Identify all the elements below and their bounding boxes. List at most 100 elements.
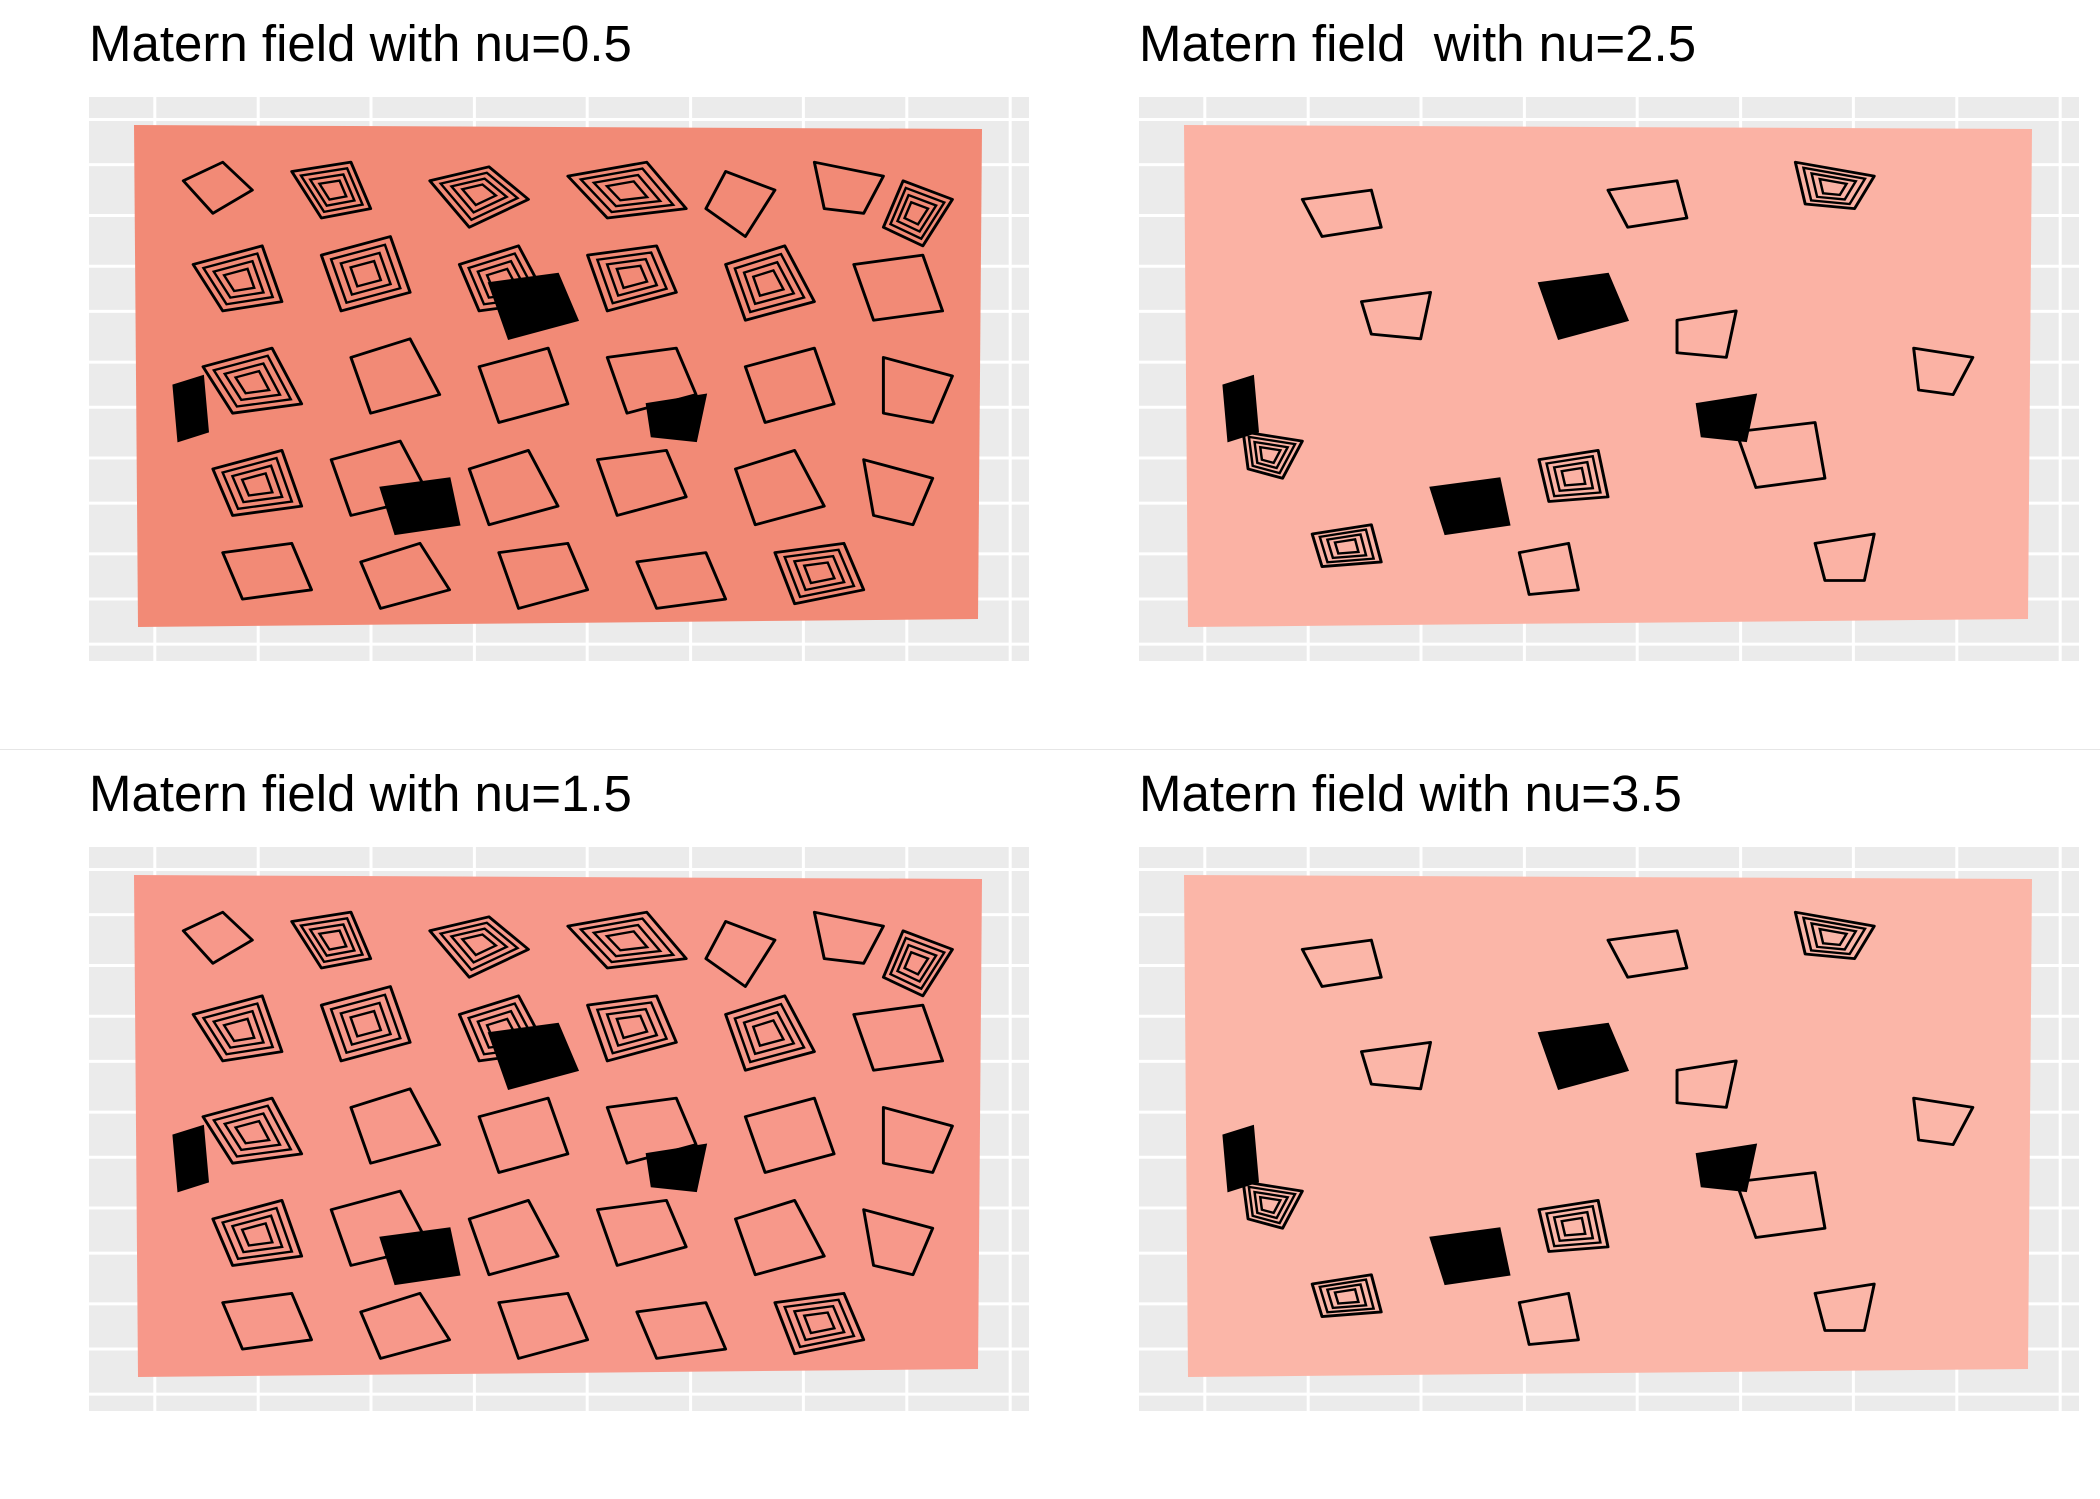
contour-line <box>1318 528 1376 564</box>
contour-line <box>604 930 650 952</box>
matern-field-plot <box>89 847 1029 1411</box>
contour-line <box>881 929 954 998</box>
contour-line <box>1606 179 1689 229</box>
contour-line <box>201 346 304 415</box>
field-surface <box>1184 125 2032 627</box>
matern-field-plot <box>1139 97 2079 661</box>
contour-line <box>349 1009 383 1038</box>
contour-line <box>724 244 816 322</box>
contour-line <box>339 251 393 296</box>
contour-line <box>359 1291 452 1360</box>
contour-line <box>233 1119 271 1145</box>
contour-line <box>1675 1059 1738 1109</box>
matern-panel-nu-2-5: Matern field with nu=2.5 <box>1050 0 2100 749</box>
contour-line <box>1517 541 1580 596</box>
panel-title: Matern field with nu=0.5 <box>89 15 632 72</box>
contour-line <box>605 346 698 415</box>
contour-line <box>605 257 659 298</box>
contour-line <box>438 171 520 222</box>
panel-title: Matern field with nu=2.5 <box>1139 15 1697 72</box>
dense-contour-cluster <box>645 393 708 443</box>
contour-line <box>220 456 294 511</box>
contour-line <box>1810 171 1858 201</box>
contour-line <box>881 1106 954 1174</box>
contour-line <box>1253 1190 1290 1220</box>
contour-line <box>222 1112 282 1152</box>
contour-line <box>902 200 930 226</box>
dense-contour-cluster <box>1537 272 1630 340</box>
contour-line <box>595 251 669 305</box>
dense-contour-cluster <box>379 477 461 536</box>
contour-line <box>240 471 274 497</box>
contour-line <box>428 165 530 229</box>
contour-line <box>497 1291 590 1360</box>
contour-line <box>1537 448 1610 503</box>
contour-line <box>604 180 650 202</box>
contour-line <box>802 561 837 585</box>
contour-line <box>1545 1204 1602 1248</box>
contour-line <box>428 915 530 979</box>
contour-line <box>802 1311 837 1335</box>
contour-line <box>605 1007 659 1048</box>
dense-contour-cluster <box>645 1143 708 1193</box>
contour-line <box>635 1301 728 1360</box>
contour-line <box>191 244 284 313</box>
panel-title: Matern field with nu=3.5 <box>1139 765 1682 822</box>
contour-line <box>1912 346 1975 396</box>
contour-line <box>221 1291 313 1351</box>
contour-line <box>211 259 266 299</box>
contour-line <box>751 268 786 298</box>
contour-line <box>1793 160 1876 211</box>
contour-line <box>438 921 520 972</box>
contour-line <box>460 933 499 957</box>
contour-line <box>1734 421 1827 489</box>
contour-line <box>1560 1216 1587 1237</box>
contour-line <box>1552 460 1595 493</box>
contour-line <box>1258 1195 1283 1215</box>
contour-line <box>751 1018 786 1048</box>
contour-line <box>1818 177 1849 197</box>
contour-line <box>615 1014 649 1040</box>
contour-line <box>222 362 282 402</box>
dense-contour-cluster <box>379 1227 461 1286</box>
dense-contour-cluster <box>1695 1143 1758 1193</box>
contour-line <box>595 1001 669 1055</box>
contour-line <box>1360 290 1432 341</box>
contour-line <box>1333 1287 1360 1305</box>
contour-line <box>1560 466 1587 487</box>
contour-line <box>211 1009 266 1049</box>
contour-line <box>329 993 402 1055</box>
contour-line <box>477 346 570 424</box>
contour-line <box>221 541 313 601</box>
contour-line <box>339 1001 393 1046</box>
contour-line <box>1247 1185 1297 1225</box>
contour-line <box>298 917 365 964</box>
contour-line <box>211 1198 304 1267</box>
contour-line <box>1241 1180 1304 1230</box>
contour-line <box>852 253 945 322</box>
contour-line <box>1517 1291 1580 1346</box>
dense-contour-cluster <box>487 1022 580 1090</box>
matern-field-plot <box>1139 847 2079 1411</box>
contour-line <box>230 464 284 504</box>
contour-line <box>888 936 947 991</box>
contour-line <box>1813 532 1876 582</box>
contour-line <box>1912 1096 1975 1146</box>
contour-lines <box>1222 910 1975 1346</box>
contour-line <box>862 1208 935 1277</box>
contour-line <box>1801 916 1867 956</box>
contour-line <box>704 170 777 238</box>
contour-line <box>1675 309 1738 359</box>
contour-line <box>773 1291 866 1356</box>
contour-line <box>319 235 412 313</box>
contour-line <box>1606 929 1689 979</box>
contour-line <box>792 554 846 592</box>
contour-line <box>1325 1283 1368 1310</box>
matern-field-plot <box>89 97 1029 661</box>
contour-line <box>566 160 688 220</box>
dense-contour-cluster <box>1222 1124 1260 1193</box>
contour-line <box>895 193 938 234</box>
contour-line <box>1813 1282 1876 1332</box>
contour-line <box>742 260 796 306</box>
contour-line <box>895 943 938 984</box>
